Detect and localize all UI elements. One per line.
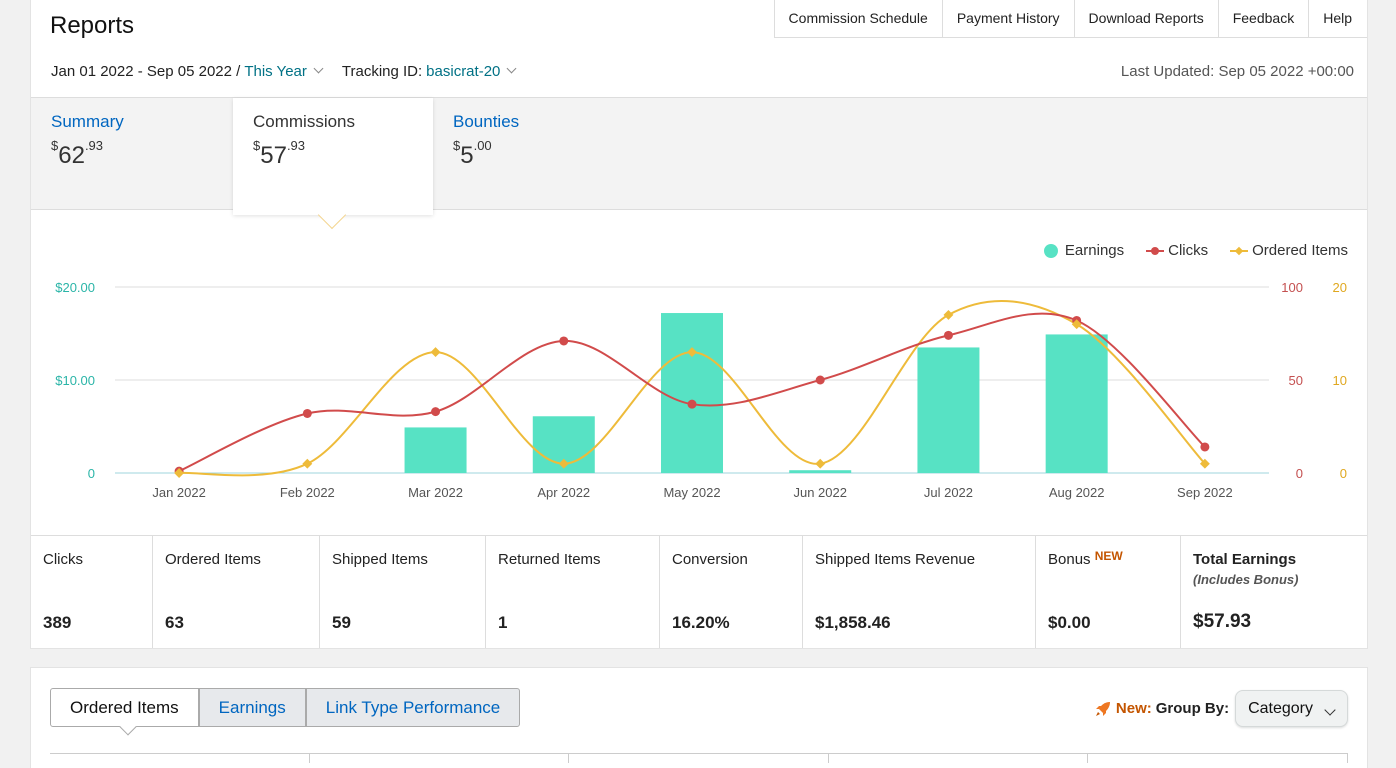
tab-commissions-label: Commissions: [253, 112, 356, 131]
ordered-items-point: [1071, 319, 1082, 330]
x-tick-label: Mar 2022: [408, 485, 463, 500]
tab-commissions[interactable]: Commissions $57.93: [233, 98, 433, 215]
clicks-point: [1200, 442, 1210, 452]
legend-earnings[interactable]: Earnings: [1043, 242, 1124, 259]
new-badge: NEW: [1094, 549, 1123, 563]
x-tick-label: May 2022: [663, 485, 720, 500]
right-tick-label-clicks: 50: [1289, 373, 1303, 388]
x-tick-label: Apr 2022: [537, 485, 590, 500]
filter-row: Jan 01 2022 - Sep 05 2022 / This Year Tr…: [51, 63, 517, 80]
period-dropdown[interactable]: This Year: [244, 63, 307, 80]
stat-shipped-revenue: Shipped Items Revenue $1,858.46: [803, 536, 1036, 648]
commission-schedule-link[interactable]: Commission Schedule: [775, 0, 943, 37]
tab-summary-label: Summary: [51, 112, 124, 131]
circle-icon: [1043, 243, 1058, 258]
tab-summary-value: $62.93: [51, 138, 104, 169]
clicks-point: [431, 407, 441, 417]
right-tick-label-clicks: 0: [1296, 466, 1303, 481]
ordered-items-point: [815, 458, 826, 469]
stat-ordered-items: Ordered Items 63: [153, 536, 320, 648]
group-by-select[interactable]: Category: [1235, 690, 1348, 727]
right-tick-label-items: 0: [1340, 466, 1347, 481]
table-header: [50, 753, 1348, 763]
legend-clicks[interactable]: Clicks: [1146, 242, 1208, 259]
feedback-link[interactable]: Feedback: [1219, 0, 1310, 37]
line-diamond-icon: [1230, 246, 1249, 255]
ordered-items-point: [1199, 458, 1210, 469]
earnings-bar: [661, 313, 723, 473]
x-tick-label: Feb 2022: [280, 485, 335, 500]
stat-returned-items: Returned Items 1: [486, 536, 660, 648]
clicks-point: [687, 399, 697, 409]
x-tick-label: Jan 2022: [152, 485, 206, 500]
stats-row: Clicks 389 Ordered Items 63 Shipped Items 5…: [31, 535, 1367, 648]
ordered-items-point: [687, 347, 697, 358]
download-reports-link[interactable]: Download Reports: [1075, 0, 1219, 37]
stat-clicks: Clicks 389: [31, 536, 153, 648]
chart-legend: Earnings Clicks Ordered Items: [1021, 242, 1348, 259]
right-tick-label-items: 20: [1333, 280, 1347, 295]
group-by-value: Category: [1248, 700, 1313, 717]
page-title: Reports: [50, 12, 135, 39]
earnings-bar: [1045, 334, 1108, 473]
right-tick-label-items: 10: [1333, 373, 1347, 388]
left-tick-label: 0: [88, 466, 95, 481]
ordered-items-point: [943, 309, 954, 320]
tracking-id-dropdown[interactable]: basicrat-20: [426, 63, 501, 80]
new-label: New:: [1115, 700, 1152, 717]
tracking-label: Tracking ID:: [341, 63, 423, 80]
tab-bounties-label: Bounties: [453, 112, 520, 131]
tab-summary[interactable]: Summary $62.93: [31, 98, 231, 210]
tab-bounties-value: $5.00: [453, 138, 492, 169]
right-tick-label-clicks: 100: [1281, 280, 1303, 295]
detail-tabs: Ordered Items Earnings Link Type Perform…: [50, 688, 521, 727]
group-by-label: Group By:: [1155, 700, 1230, 717]
line-dot-icon: [1146, 246, 1165, 255]
clicks-point: [302, 408, 312, 418]
earnings-chart: 0 0 0 $10.00 50 10 $20.00 100 20 Jan 2022 Feb 2022…: [55, 280, 1347, 500]
detail-panel: Ordered Items Earnings Link Type Perform…: [31, 668, 1367, 768]
clicks-point: [815, 375, 825, 385]
chevron-down-icon[interactable]: [313, 63, 324, 74]
x-tick-label: Jun 2022: [793, 485, 847, 500]
x-tick-label: Jul 2022: [924, 485, 973, 500]
reports-panel: Reports Commission Schedule Payment Hist…: [31, 0, 1367, 648]
earnings-bar: [917, 347, 980, 473]
summary-tabs: Summary $62.93 Commissions $57.93 Bounti…: [31, 97, 1367, 215]
x-tick-label: Sep 2022: [1177, 485, 1233, 500]
payment-history-link[interactable]: Payment History: [943, 0, 1075, 37]
group-by: New: Group By: Category: [1094, 690, 1348, 727]
ordered-items-point: [302, 458, 313, 469]
date-range: Jan 01 2022 - Sep 05 2022 /: [51, 63, 241, 80]
x-tick-label: Aug 2022: [1049, 485, 1105, 500]
rocket-icon: [1095, 701, 1110, 716]
last-updated: Last Updated: Sep 05 2022 +00:00: [1120, 63, 1354, 80]
legend-ordered-items[interactable]: Ordered Items: [1230, 242, 1348, 259]
ordered-items-point: [174, 468, 185, 478]
tab-earnings[interactable]: Earnings: [198, 688, 306, 727]
stat-bonus: Bonus NEW $0.00: [1036, 536, 1181, 648]
ordered-items-point: [430, 347, 441, 358]
help-link[interactable]: Help: [1323, 10, 1352, 26]
left-tick-label: $20.00: [55, 280, 95, 295]
clicks-point: [559, 336, 569, 346]
tab-bounties[interactable]: Bounties $5.00: [433, 98, 633, 210]
stat-conversion: Conversion 16.20%: [660, 536, 803, 648]
earnings-bar: [789, 470, 852, 473]
earnings-bar: [404, 427, 467, 473]
ordered-items-point: [558, 458, 569, 469]
chevron-down-icon: [1324, 704, 1336, 716]
left-tick-label: $10.00: [55, 373, 95, 388]
tab-link-type-performance[interactable]: Link Type Performance: [305, 688, 521, 727]
top-nav: Commission Schedule Payment History Down…: [773, 0, 1367, 38]
stat-shipped-items: Shipped Items 59: [320, 536, 486, 648]
stat-total-earnings: Total Earnings (Includes Bonus) $57.93: [1193, 551, 1299, 632]
clicks-point: [943, 330, 953, 340]
chevron-down-icon[interactable]: [506, 63, 517, 74]
tab-commissions-value: $57.93: [253, 138, 306, 169]
